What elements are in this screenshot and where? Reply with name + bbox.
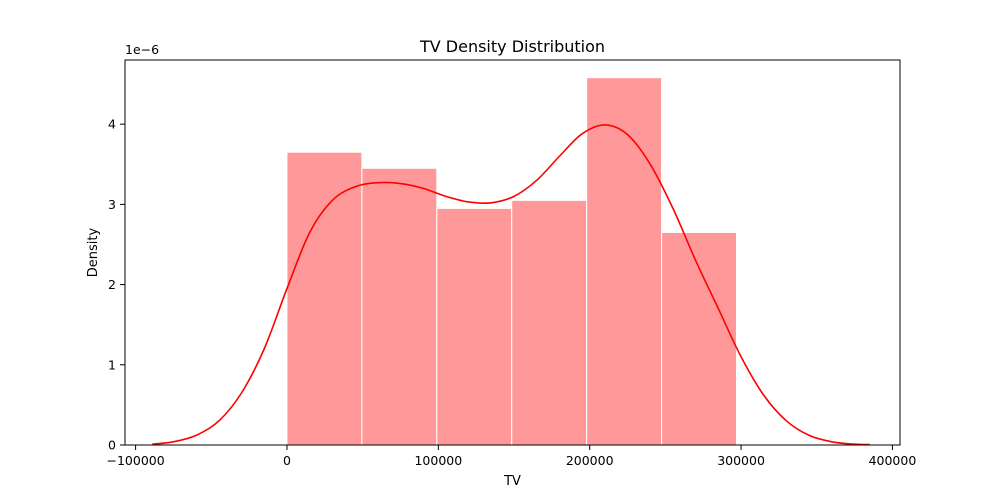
- x-tick-label: 0: [283, 453, 291, 468]
- y-tick-label: 3: [108, 197, 116, 212]
- y-tick-label: 2: [108, 277, 116, 292]
- y-tick-label: 0: [108, 438, 116, 453]
- plot-frame: [124, 59, 901, 446]
- histogram-bar-6: [661, 231, 738, 446]
- histogram-bars: [286, 77, 738, 446]
- histogram-bar-4: [511, 199, 588, 446]
- histogram-bar-3: [436, 207, 513, 446]
- y-axis-label: Density: [86, 227, 101, 277]
- x-tick-label: 200000: [566, 453, 614, 468]
- x-axis-ticks: −100000 0 100000 200000 300000 400000: [106, 445, 916, 468]
- kde-curve: [152, 124, 870, 446]
- y-axis-offset-label: 1e−6: [125, 42, 159, 57]
- y-tick-label: 4: [108, 117, 116, 132]
- y-axis-ticks: 0 1 2 3 4: [108, 117, 125, 453]
- x-tick-label: 300000: [717, 453, 765, 468]
- histogram-bar-2: [361, 167, 438, 446]
- x-tick-label: 100000: [414, 453, 462, 468]
- x-tick-label: −100000: [106, 453, 164, 468]
- histogram-bar-1: [286, 151, 363, 446]
- x-axis-label: TV: [503, 474, 521, 489]
- x-tick-label: 400000: [869, 453, 917, 468]
- y-tick-label: 1: [108, 357, 116, 372]
- chart-title: TV Density Distribution: [419, 37, 605, 56]
